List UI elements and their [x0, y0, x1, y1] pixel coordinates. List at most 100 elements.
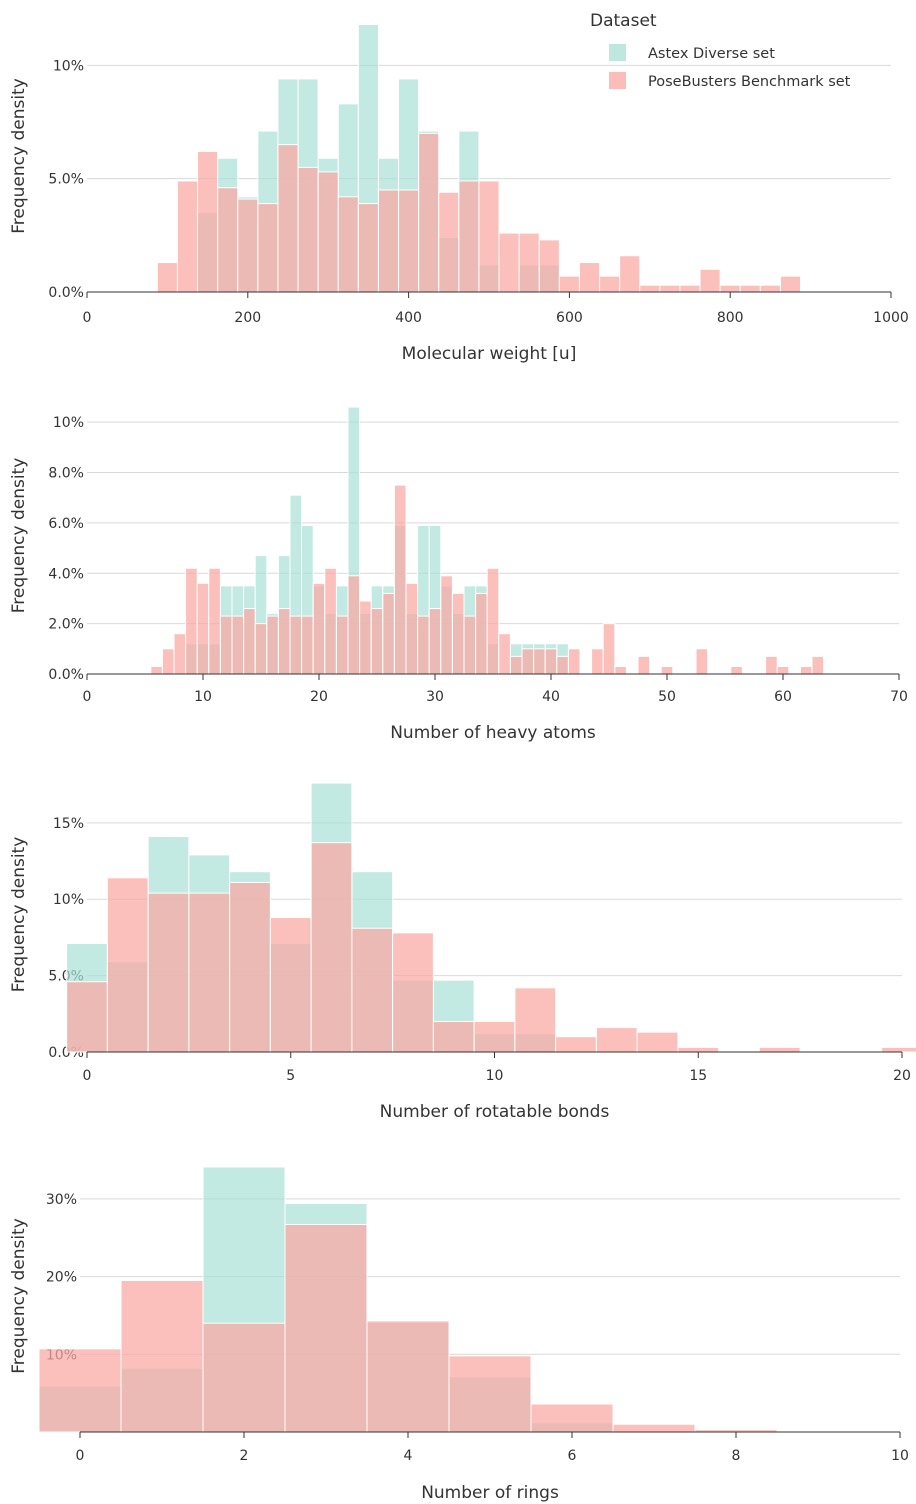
bar-posebusters [475, 592, 488, 675]
x-tick-label: 0 [76, 1448, 85, 1464]
y-tick-label: 6.0% [48, 516, 84, 532]
x-axis-title: Number of rings [421, 1483, 559, 1503]
bar-posebusters [636, 1031, 679, 1053]
y-tick-label: 10% [53, 415, 84, 431]
bar-posebusters [185, 567, 198, 675]
bar-posebusters [765, 655, 778, 675]
legend-title: Dataset [590, 11, 657, 31]
x-tick-label: 10 [486, 1068, 504, 1084]
y-axis-title: Frequency density [9, 837, 29, 993]
bar-posebusters [310, 842, 353, 1053]
bar-posebusters [208, 567, 221, 675]
legend-label-astex: Astex Diverse set [648, 46, 775, 62]
bar-posebusters [393, 484, 407, 675]
bar-posebusters [578, 262, 601, 293]
x-axis-title: Number of rotatable bonds [380, 1102, 610, 1122]
bar-posebusters [428, 608, 442, 675]
bar-posebusters [392, 932, 434, 1053]
y-tick-label: 2.0% [48, 617, 84, 633]
x-tick-label: 20 [310, 689, 328, 705]
bar-posebusters [619, 255, 641, 293]
bar-posebusters [451, 592, 465, 675]
x-tick-label: 4 [404, 1448, 413, 1464]
bar-posebusters [254, 623, 268, 675]
x-tick-label: 200 [234, 310, 261, 326]
bar-posebusters [509, 655, 523, 675]
bar-posebusters [567, 648, 581, 675]
bar-posebusters [448, 1355, 532, 1433]
bar-posebusters [518, 232, 540, 293]
bar-posebusters [150, 665, 163, 675]
bars [66, 782, 916, 1053]
legend-swatch-posebusters [609, 72, 626, 89]
bar-posebusters [591, 648, 604, 675]
x-tick-label: 800 [717, 310, 744, 326]
bar-posebusters [405, 582, 419, 675]
y-axis-title: Frequency density [9, 78, 29, 234]
bar-posebusters [357, 203, 379, 293]
y-tick-label: 4.0% [48, 566, 84, 582]
bar-posebusters [370, 608, 384, 675]
bar-posebusters [595, 1027, 638, 1053]
bar-posebusters [257, 203, 279, 293]
x-tick-label: 40 [542, 689, 560, 705]
bar-posebusters [66, 981, 108, 1053]
bar-posebusters [438, 191, 460, 293]
x-axis-title: Molecular weight [u] [402, 344, 577, 364]
bar-posebusters [556, 655, 569, 675]
x-tick-label: 50 [658, 689, 676, 705]
bar-posebusters [347, 575, 361, 675]
y-tick-label: 30% [46, 1192, 77, 1208]
x-tick-label: 10 [891, 1448, 909, 1464]
bar-posebusters [498, 633, 511, 675]
bars [156, 24, 802, 293]
x-tick-label: 10 [194, 689, 212, 705]
bar-posebusters [776, 665, 790, 675]
bar-posebusters [418, 132, 440, 293]
bar-posebusters [417, 615, 430, 675]
bar-posebusters [266, 615, 279, 675]
bar-posebusters [284, 1224, 368, 1433]
bar-posebusters [719, 284, 741, 293]
bar-posebusters [197, 150, 219, 293]
bar-posebusters [312, 582, 326, 675]
bar-posebusters [277, 144, 299, 293]
x-tick-label: 70 [890, 689, 908, 705]
bar-posebusters [533, 648, 546, 675]
x-tick-label: 0 [83, 310, 92, 326]
y-tick-label: 20% [46, 1270, 77, 1286]
bar-posebusters [229, 881, 271, 1053]
bar-posebusters [799, 665, 813, 675]
x-tick-label: 15 [689, 1068, 707, 1084]
x-tick-label: 60 [774, 689, 792, 705]
y-tick-label: 10% [53, 58, 84, 74]
bar-posebusters [382, 592, 395, 675]
bar-posebusters [366, 1320, 450, 1433]
bar-posebusters [440, 575, 453, 675]
bar-posebusters [612, 1423, 696, 1433]
y-tick-label: 10% [53, 892, 84, 908]
x-tick-label: 400 [395, 310, 422, 326]
bar-posebusters [106, 877, 149, 1053]
bar-posebusters [219, 615, 233, 675]
bar-posebusters [463, 615, 477, 675]
bar-posebusters [317, 171, 339, 293]
bar-posebusters [473, 1020, 516, 1053]
bar-posebusters [677, 1046, 720, 1053]
legend-label-posebusters: PoseBusters Benchmark set [648, 74, 851, 90]
x-tick-label: 5 [286, 1068, 295, 1084]
x-tick-label: 0 [83, 1068, 92, 1084]
bar-posebusters [398, 189, 420, 293]
bar-posebusters [514, 987, 557, 1053]
bar-posebusters [277, 608, 291, 675]
bar-posebusters [301, 615, 314, 675]
bar-posebusters [38, 1348, 122, 1433]
bar-posebusters [377, 189, 400, 293]
bar-posebusters [544, 648, 558, 675]
y-tick-label: 15% [53, 816, 84, 832]
bar-posebusters [759, 284, 781, 293]
bar-posebusters [297, 166, 319, 293]
bar-posebusters [120, 1279, 204, 1433]
bar-posebusters [811, 655, 825, 675]
